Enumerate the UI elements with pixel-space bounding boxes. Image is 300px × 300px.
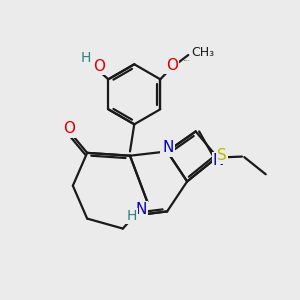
Text: S: S	[218, 148, 227, 163]
Text: methoxy: methoxy	[184, 59, 190, 61]
Text: O: O	[93, 59, 105, 74]
Text: CH₃: CH₃	[191, 46, 214, 59]
Text: N: N	[213, 153, 224, 168]
Text: N: N	[161, 140, 173, 155]
Text: O: O	[166, 58, 178, 73]
Text: N: N	[135, 202, 146, 217]
Text: O: O	[63, 122, 75, 136]
Text: N: N	[163, 140, 174, 155]
Text: H: H	[126, 209, 136, 223]
Text: H: H	[81, 51, 92, 65]
